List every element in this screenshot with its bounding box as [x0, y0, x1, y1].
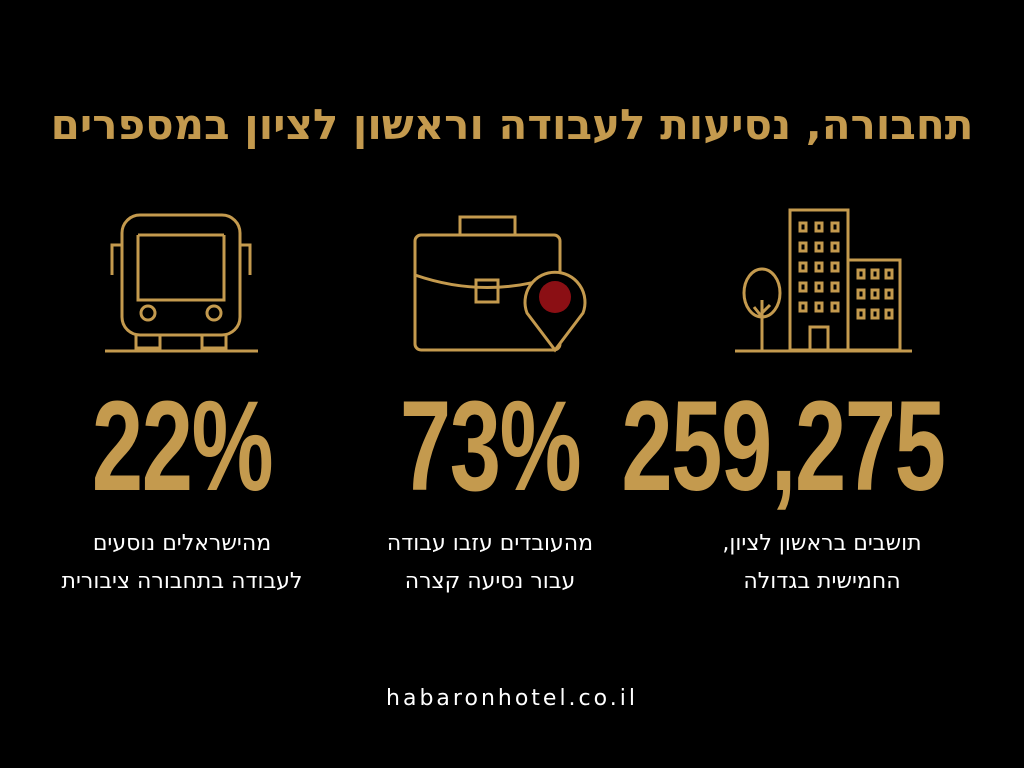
description-line: מהעובדים עזבו עבודה: [386, 531, 594, 556]
stat-figure: 73%: [399, 375, 582, 518]
stat-column: 73% מהעובדים עזבו עבודה עבור נסיעה קצרה: [320, 375, 660, 601]
stat-description: תושבים בראשון לציון, החמישית בגדולה: [652, 525, 992, 601]
description-line: החמישית בגדולה: [743, 569, 901, 594]
stat-figure: 22%: [91, 375, 274, 518]
description-line: לעבודה בתחבורה ציבורית: [61, 569, 303, 594]
description-line: תושבים בראשון לציון,: [722, 531, 922, 556]
briefcase-icon: [413, 215, 587, 353]
title: תחבורה, נסיעות לעבודה וראשון לציון במספר…: [50, 100, 974, 149]
stat-description: מהישראלים נוסעים לעבודה בתחבורה ציבורית: [12, 525, 352, 601]
stat-column: 22% מהישראלים נוסעים לעבודה בתחבורה ציבורי…: [12, 375, 352, 601]
stat-figure: 259,275: [621, 375, 945, 518]
description-line: עבור נסיעה קצרה: [404, 569, 576, 594]
buildings-icon: [735, 208, 912, 353]
description-line: מהישראלים נוסעים: [92, 531, 272, 556]
footer-url: habaronhotel.co.il: [386, 686, 638, 711]
stat-description: מהעובדים עזבו עבודה עבור נסיעה קצרה: [320, 525, 660, 601]
bus-icon: [105, 213, 258, 353]
stat-column: 259,275 תושבים בראשון לציון, החמישית בגדול…: [621, 375, 992, 601]
